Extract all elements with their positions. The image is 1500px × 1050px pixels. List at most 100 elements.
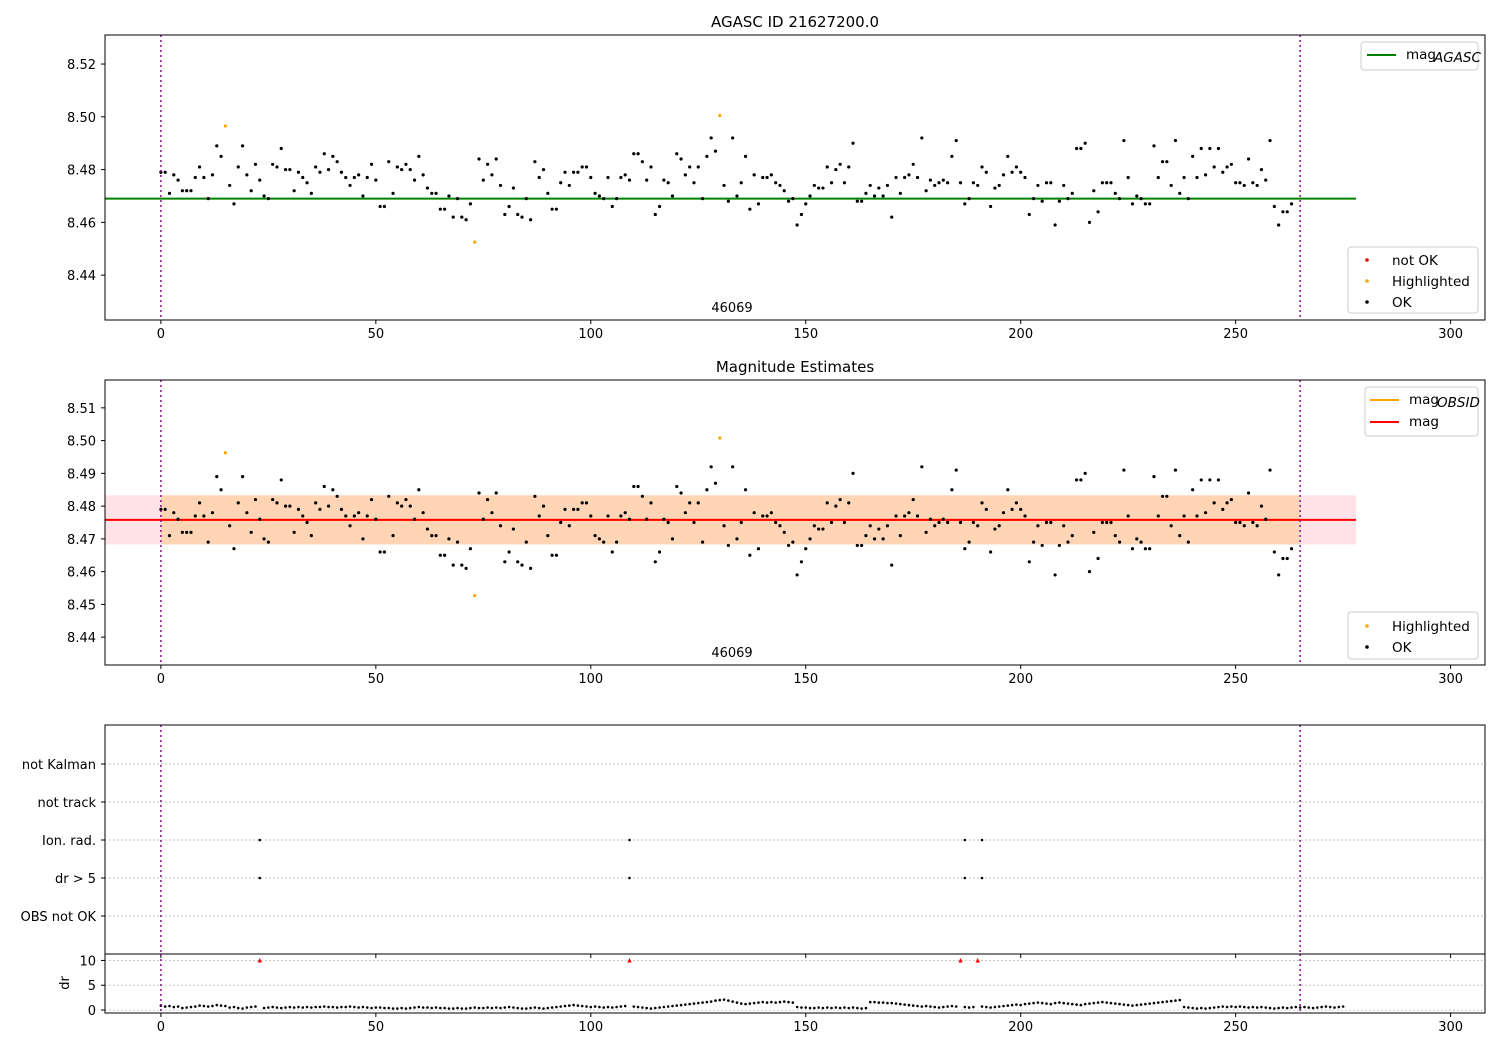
ok-point [619, 514, 623, 518]
dr-point [1187, 1006, 1190, 1009]
ok-point [903, 514, 907, 518]
ok-point [434, 191, 438, 195]
ok-point [842, 181, 847, 185]
ok-point [477, 157, 481, 161]
ok-point [460, 215, 464, 219]
ok-point [412, 178, 417, 182]
x-tick-label: 100 [578, 672, 603, 687]
dr-point [881, 1001, 885, 1004]
ok-point [1148, 202, 1152, 206]
y-tick-label: 8.52 [67, 58, 96, 73]
dr-point [787, 1000, 790, 1004]
ok-point [322, 152, 326, 156]
ok-point [864, 191, 868, 195]
ok-point [262, 194, 266, 198]
ok-point [309, 191, 313, 195]
ok-point [176, 517, 180, 521]
ok-point [915, 175, 920, 180]
ok-point [580, 165, 584, 169]
dr-point [641, 1006, 644, 1009]
ok-point [1130, 202, 1135, 206]
ok-point [1100, 181, 1104, 185]
ok-point [185, 189, 189, 193]
ok-point [696, 501, 700, 505]
dr-point [688, 1002, 691, 1006]
ok-point [933, 524, 937, 528]
ok-point [301, 514, 305, 518]
ok-point [627, 517, 632, 521]
ok-point [799, 212, 804, 217]
ok-point [357, 173, 361, 177]
flag-category-label: not track [37, 796, 96, 811]
dr-point [400, 1006, 403, 1010]
dr-point [916, 1004, 919, 1008]
ok-point [352, 514, 356, 518]
ok-point [1113, 534, 1117, 538]
ok-point [1143, 547, 1147, 551]
ok-point [1057, 543, 1061, 548]
ok-point [232, 547, 236, 551]
dr-point [903, 1003, 906, 1006]
ok-point [1014, 501, 1019, 505]
x-tick-label: 200 [1008, 327, 1033, 342]
dr-point [486, 1006, 489, 1009]
ok-point [980, 165, 984, 169]
ok-point [885, 183, 890, 188]
ok-point [189, 530, 193, 534]
dr-point [1290, 1006, 1293, 1009]
dr-point [348, 1005, 352, 1008]
dr-point [585, 1005, 588, 1008]
axes-frame [104, 724, 1486, 955]
ok-point [1160, 160, 1165, 164]
ok-point [1234, 520, 1238, 525]
ok-point [1156, 514, 1160, 518]
ok-point [954, 468, 958, 472]
ok-point [516, 560, 520, 564]
dr-point [249, 1005, 253, 1009]
ok-point [795, 223, 799, 227]
dr-point [1178, 998, 1182, 1002]
ok-point [167, 534, 172, 538]
dr-point [1182, 1005, 1186, 1009]
dr-point [370, 1006, 373, 1010]
ok-point [688, 165, 692, 169]
ok-point [907, 173, 911, 177]
dr-point [757, 1001, 760, 1004]
ok-point [288, 167, 292, 172]
ok-point [361, 537, 365, 541]
legend-marker [1365, 258, 1369, 262]
dr-point [1101, 1000, 1104, 1004]
flag-point [980, 838, 984, 842]
ok-point [1285, 556, 1289, 561]
axes-frame [104, 953, 1486, 1014]
dr-point [193, 1005, 197, 1008]
dr-point [877, 1001, 881, 1004]
dr-point [245, 1006, 249, 1009]
ok-point [1083, 141, 1087, 145]
x-tick-label: 200 [1008, 672, 1033, 687]
ok-point [713, 481, 718, 485]
ok-point [683, 173, 687, 177]
dr-point [954, 1005, 958, 1008]
ok-point [894, 514, 898, 518]
ok-point [546, 534, 550, 538]
dr-point [383, 1006, 386, 1010]
dr-point [770, 1000, 773, 1004]
ok-point [1117, 540, 1122, 544]
flag-category-label: OBS not OK [21, 910, 97, 925]
dr-point [378, 1006, 382, 1009]
dr-point [1032, 1001, 1035, 1005]
highlighted-point [473, 593, 477, 598]
dr-point [623, 1004, 627, 1008]
ok-point [1238, 181, 1242, 185]
dr-point [1230, 1005, 1233, 1008]
dr-point [460, 1007, 464, 1010]
dr-point [426, 1006, 429, 1009]
ok-point [361, 194, 365, 198]
dr-point [408, 1006, 412, 1010]
ok-point [1074, 478, 1079, 482]
ok-point [202, 175, 206, 180]
ok-point [933, 183, 937, 188]
ok-point [236, 165, 240, 169]
ok-point [305, 181, 309, 185]
